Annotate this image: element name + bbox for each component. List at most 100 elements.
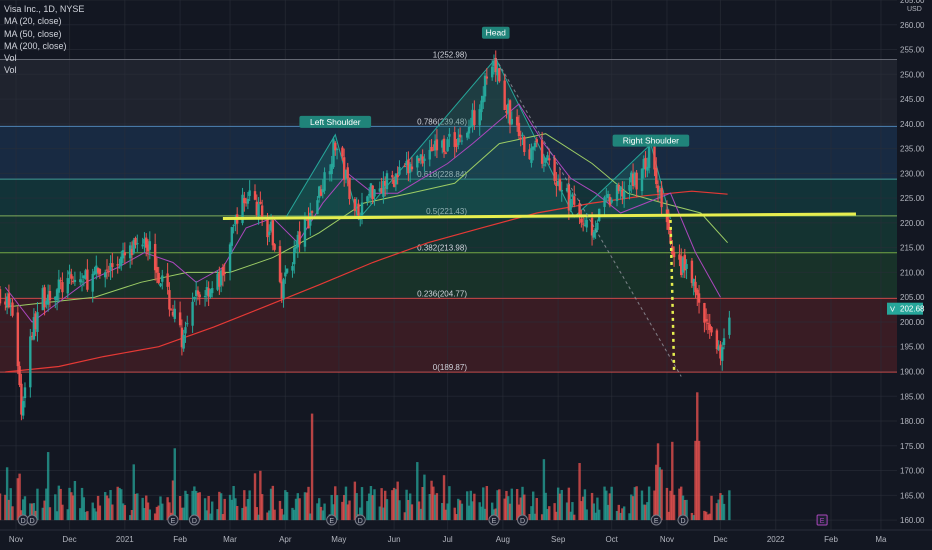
volume-bar [96,495,100,521]
volume-bar [61,504,64,521]
price-tick-label: 265.00 [900,0,925,5]
volume-bar [405,489,408,521]
candle-body [630,172,633,183]
volume-bar [168,502,171,521]
volume-bar [378,506,382,521]
volume-bar [148,509,151,521]
time-tick-label: Mar [223,535,237,544]
candle-body [407,159,410,174]
volume-bar [132,464,135,521]
fib-level-label: 1(252.98) [433,51,468,60]
volume-bar [271,485,275,521]
volume-bar [211,501,214,521]
volume-bar [196,492,200,521]
price-axis[interactable]: 160.00 165.00 170.00 175.00 180.00 185.00 190.… [887,0,932,550]
candle-body [548,158,551,161]
candle-body [606,193,610,199]
candle-body [692,278,695,286]
volume-bar [403,512,407,521]
volume-bar [296,493,300,521]
time-tick-label: Dec [62,535,76,544]
volume-bar [672,494,676,521]
candle-body [432,149,435,151]
candle-body [371,185,374,200]
candle-body [505,110,508,113]
candle-body [4,301,7,305]
candle-body [697,293,701,303]
volume-bar [244,506,248,521]
candle-body [29,336,32,388]
volume-bar [321,510,324,521]
candle-body [653,144,656,170]
volume-bar [109,490,112,521]
candle-body [471,109,474,127]
candle-body [633,172,637,186]
earnings-marker [650,514,662,526]
legend-ma20[interactable]: MA (20, close) [4,16,62,27]
price-tick-label: 210.00 [900,268,925,277]
candle-body [640,168,644,192]
candle-body [91,273,94,292]
volume-bar [260,494,264,521]
candle-body [532,146,535,150]
candle-body [30,335,34,337]
volume-bar [694,440,697,521]
legend-vol-1[interactable]: Vol [4,53,17,64]
candle-body [96,268,100,273]
candle-body [255,201,258,216]
volume-bar [346,504,349,521]
symbol-title[interactable]: Visa Inc., 1D, NYSE [4,4,85,14]
event-markers: D D D D D DE E E E E [17,514,828,526]
candle-body [423,158,426,161]
candle-body [82,275,86,279]
volume-bar [353,481,357,521]
legend-ma50[interactable]: MA (50, close) [4,28,62,39]
volume-bar [528,513,531,521]
volume-bar [642,504,645,521]
volume-bar [146,502,150,521]
legend-vol-2[interactable]: Vol [4,65,17,76]
volume-bar [655,464,658,521]
candle-body [341,147,344,157]
volume-bar [243,490,246,521]
volume-bar [232,485,235,521]
time-tick-label: Feb [824,535,838,544]
annotation-box [481,26,510,39]
candle-body [360,202,364,216]
candle-body [171,311,175,316]
candle-body [656,185,660,193]
candle-body [555,182,558,187]
candle-body [385,173,389,190]
volume-bar [615,510,619,521]
candle-body [198,294,201,298]
candle-body [441,140,444,148]
legend-ma200[interactable]: MA (200, close) [4,40,67,51]
volume-bar [293,509,296,521]
candle-body [146,244,150,252]
candle-body [310,211,314,213]
candle-body [294,246,298,249]
volume-bar [457,498,460,521]
volume-bar [59,488,62,521]
candle-body [466,132,469,138]
candle-body [535,139,538,143]
volume-bar [70,492,73,521]
volume-bar [23,496,27,521]
fib-band [0,179,897,216]
candle-body [681,257,685,273]
candle-body [211,288,214,294]
candle-body [628,184,631,191]
volume-bar [433,494,437,521]
volume-bar [371,495,374,521]
candle-body [469,126,472,128]
candle-body [703,302,706,323]
volume-bar [36,488,39,521]
candle-body [259,201,262,204]
candle-body [132,239,135,254]
candle-body [268,231,271,236]
time-axis[interactable]: Nov Dec 2021 Feb Mar Apr May Jun Jul Aug Sep Oct Nov… [0,529,932,550]
volume-bar [29,503,32,521]
candle-body [46,294,50,305]
volume-bar [269,488,273,521]
